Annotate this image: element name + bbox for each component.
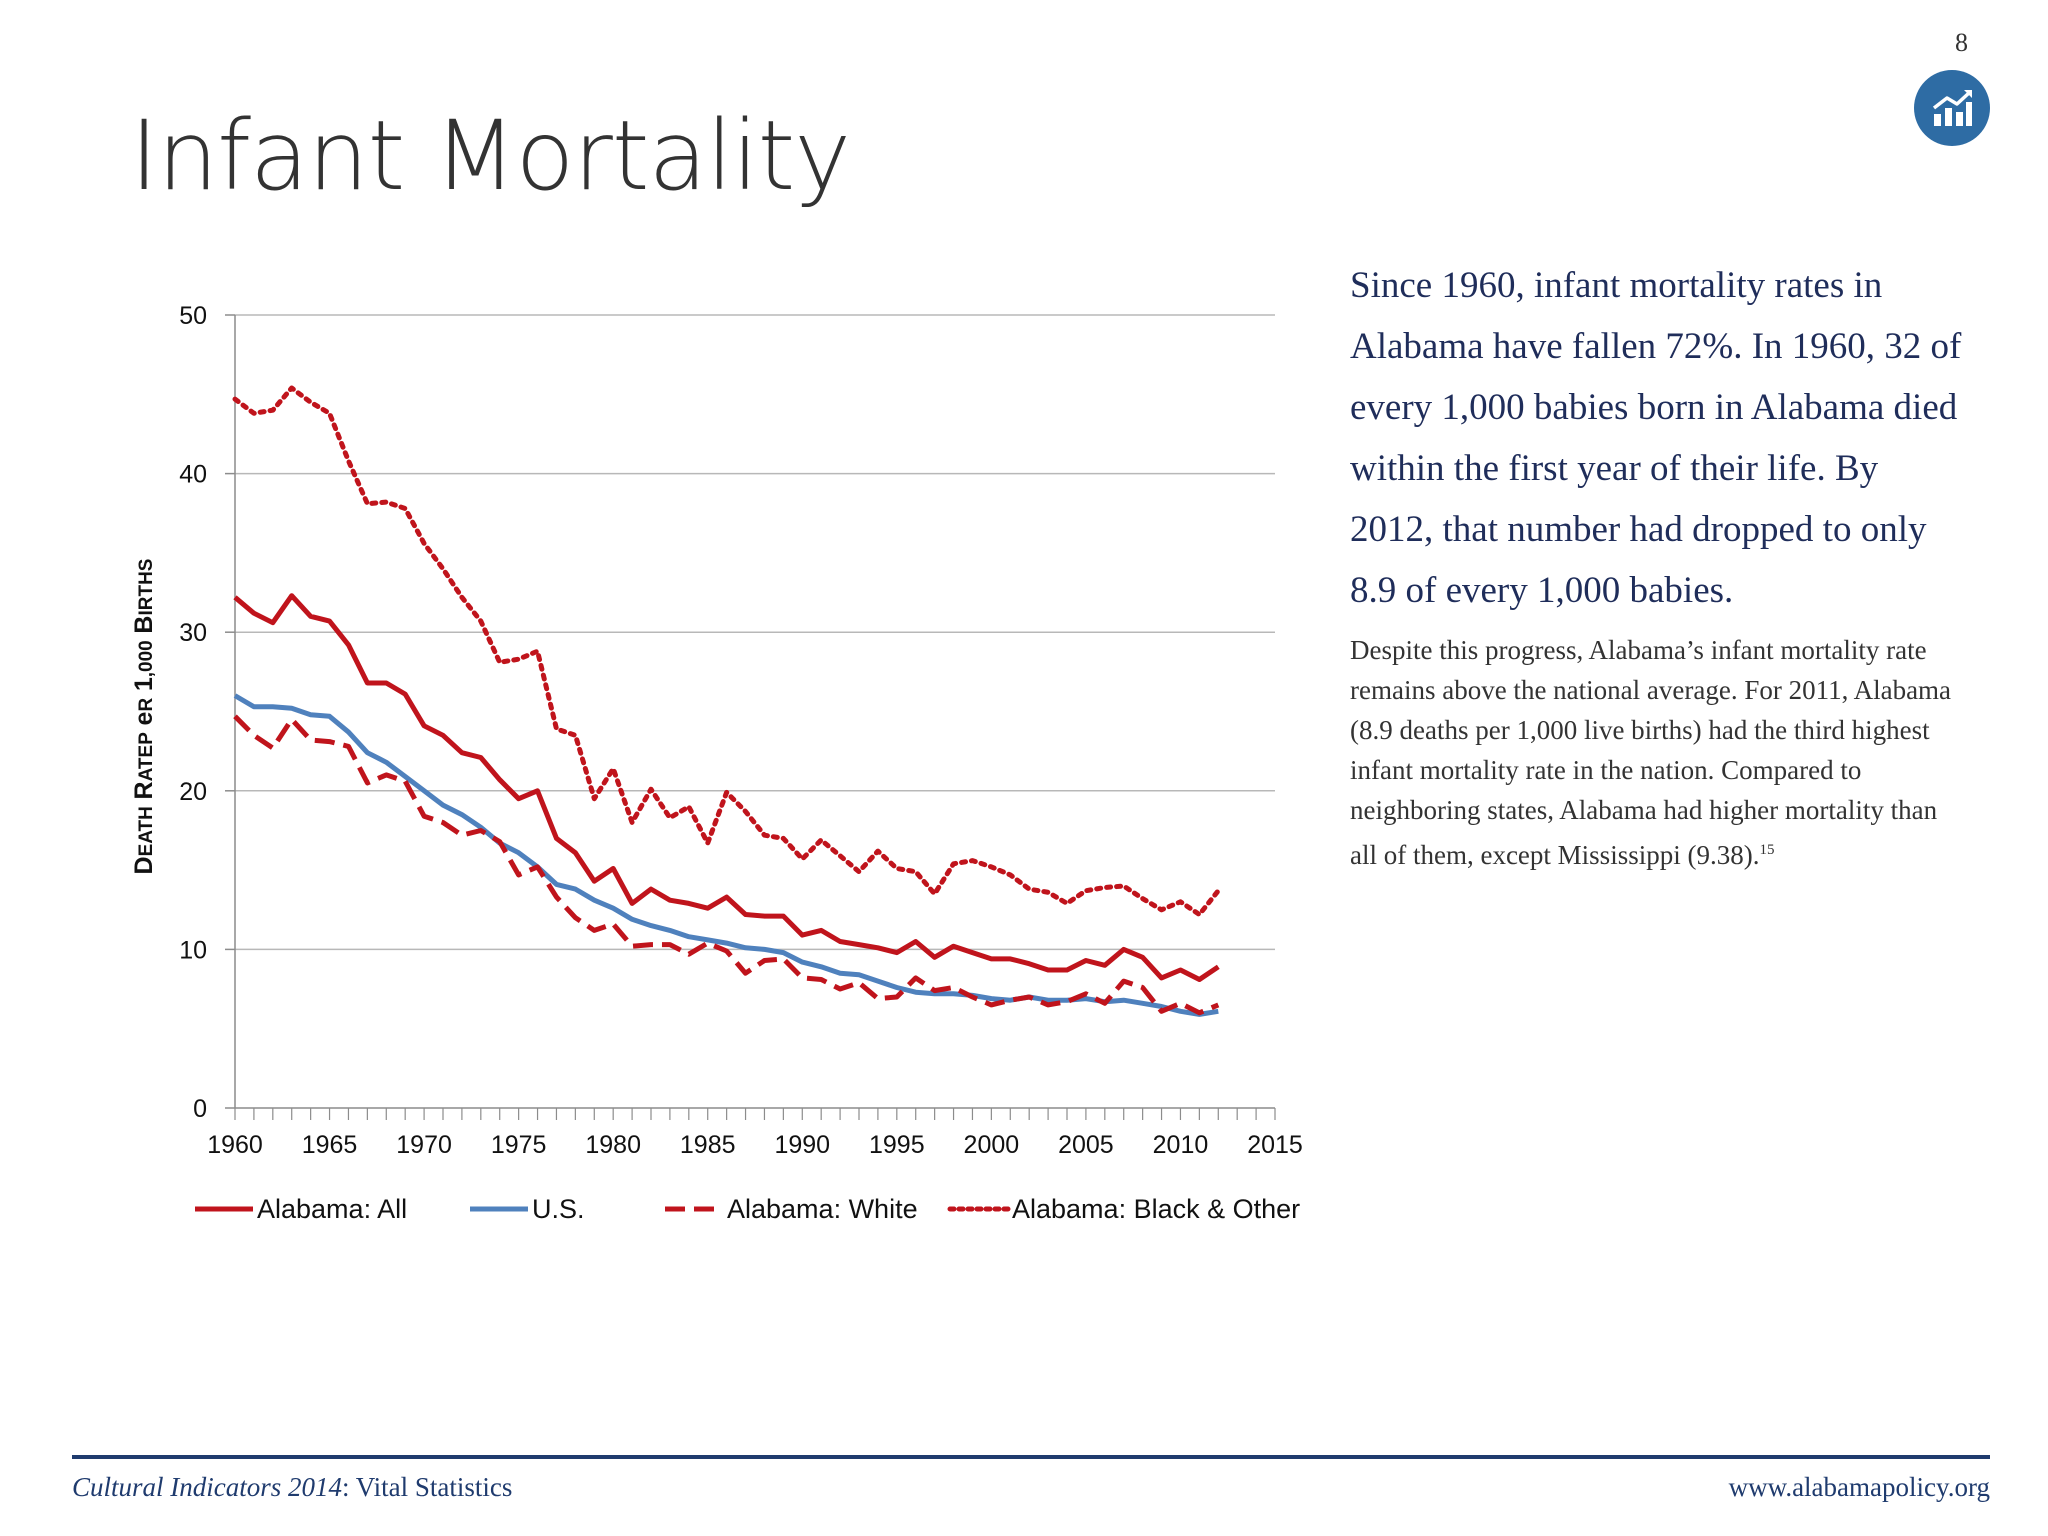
y-tick-label-0: 0 (193, 1095, 207, 1123)
y-axis-title: DEATH RATEP eR 1,000 BIRTHS (130, 559, 158, 875)
legend-label-3: Alabama: Black & Other (1012, 1194, 1300, 1224)
series-line-3 (232, 385, 1221, 917)
chart-growth-icon (1914, 70, 1990, 146)
x-tick-label-1975: 1975 (491, 1131, 547, 1159)
x-tick-label-1985: 1985 (680, 1131, 736, 1159)
legend-label-2: Alabama: White (727, 1194, 918, 1224)
body-text: Despite this progress, Alabama’s infant … (1350, 635, 1952, 870)
lead-paragraph: Since 1960, infant mortality rates in Al… (1350, 265, 1962, 611)
y-tick-label-30: 30 (179, 619, 207, 647)
legend-label-0: Alabama: All (257, 1194, 407, 1224)
x-tick-label-1990: 1990 (774, 1131, 830, 1159)
x-tick-label-1965: 1965 (302, 1131, 358, 1159)
x-tick-label-2000: 2000 (964, 1131, 1020, 1159)
y-tick-label-20: 20 (179, 778, 207, 806)
chart-series (232, 385, 1221, 1017)
page-title: Infant Mortality (130, 100, 851, 212)
y-tick-label-10: 10 (179, 936, 207, 964)
chart-legend: Alabama: All U.S. Alabama: White Alabama: B… (195, 1194, 1300, 1224)
body-paragraph: Despite this progress, Alabama’s infant … (1350, 630, 1970, 875)
x-tick-label-1980: 1980 (585, 1131, 641, 1159)
x-tick-label-2005: 2005 (1058, 1131, 1114, 1159)
x-tick-label-2010: 2010 (1153, 1131, 1209, 1159)
footnote-marker: 15 (1759, 842, 1775, 858)
footer-publication: Cultural Indicators 2014: Vital Statisti… (72, 1472, 512, 1503)
x-tick-label-1995: 1995 (869, 1131, 925, 1159)
footer-divider (72, 1455, 1990, 1459)
x-tick-label-1970: 1970 (396, 1131, 452, 1159)
footer-publication-section: : Vital Statistics (342, 1472, 513, 1502)
series-line-2 (233, 714, 1220, 1016)
page-number: 8 (1955, 28, 1968, 57)
x-tick-label-1960: 1960 (207, 1131, 263, 1159)
y-tick-label-40: 40 (179, 461, 207, 489)
chart-axes: 0 10 20 30 40 50 1960 1965 1970 1975 1980 1985 1990 1… (179, 302, 1303, 1159)
footer-publication-title: Cultural Indicators 2014 (72, 1472, 343, 1502)
x-tick-label-2015: 2015 (1247, 1131, 1303, 1159)
series-line-1 (233, 693, 1219, 1017)
infant-mortality-chart: 0 10 20 30 40 50 1960 1965 1970 1975 1980 1985 1990 1… (130, 302, 1303, 1224)
y-tick-label-50: 50 (179, 302, 207, 330)
legend-label-1: U.S. (532, 1194, 585, 1224)
series-line-0 (233, 593, 1220, 982)
chart-grid (235, 314, 1275, 951)
footer-website: www.alabamapolicy.org (1728, 1472, 1990, 1502)
